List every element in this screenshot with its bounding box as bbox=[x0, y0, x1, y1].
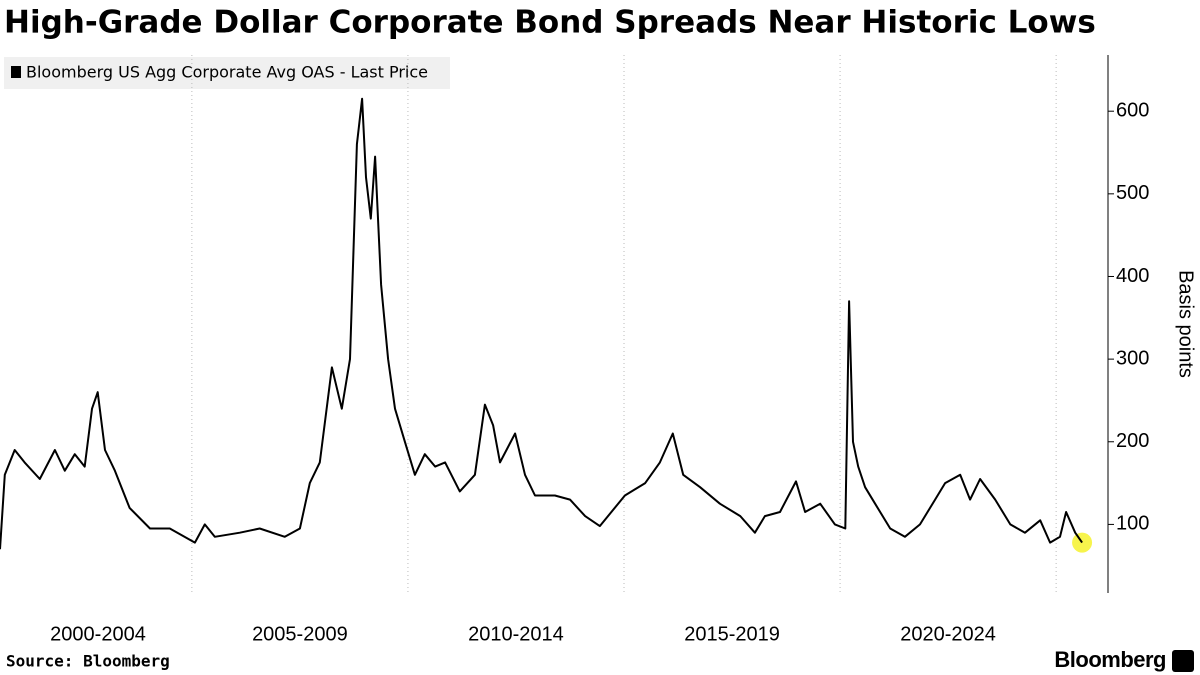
line bbox=[0, 97, 1083, 550]
y-tick-label: 500 bbox=[1116, 182, 1149, 204]
brand: Bloomberg bbox=[1054, 647, 1166, 672]
y-tick-label: 300 bbox=[1116, 347, 1149, 369]
legend-box bbox=[4, 57, 450, 89]
x-tick-label: 2000-2004 bbox=[50, 623, 146, 645]
source: Source: Bloomberg bbox=[6, 652, 170, 671]
y-axis-label: Basis points bbox=[1175, 270, 1197, 378]
chart-title: High-Grade Dollar Corporate Bond Spreads… bbox=[4, 5, 1096, 41]
legend-label: Bloomberg US Agg Corporate Avg OAS - Las… bbox=[26, 63, 428, 82]
y-tick-label: 200 bbox=[1116, 430, 1149, 452]
x-tick-label: 2020-2024 bbox=[900, 623, 996, 645]
x-tick-label: 2015-2019 bbox=[684, 623, 780, 645]
x-tick-label: 2005-2009 bbox=[252, 623, 348, 645]
legend-swatch bbox=[11, 66, 21, 78]
y-tick-label: 100 bbox=[1116, 513, 1149, 535]
y-tick-label: 600 bbox=[1116, 99, 1149, 121]
x-tick-label: 2010-2014 bbox=[468, 623, 564, 645]
y-tick-label: 400 bbox=[1116, 265, 1149, 287]
brand-icon bbox=[1172, 650, 1194, 672]
